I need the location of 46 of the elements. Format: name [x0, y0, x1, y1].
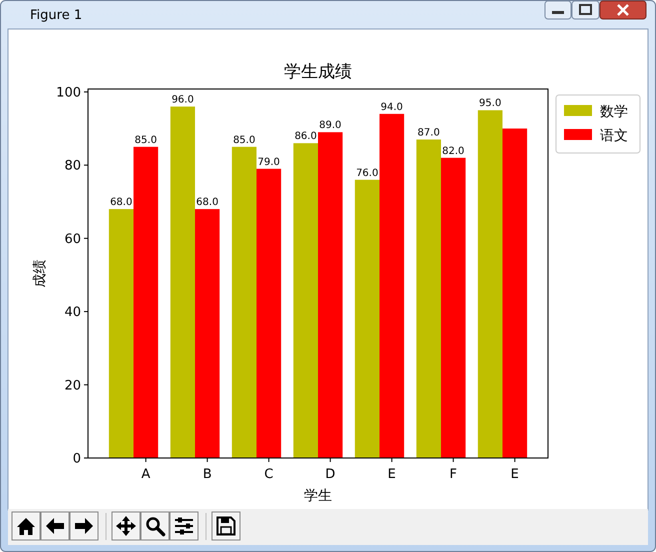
bar	[478, 110, 502, 458]
data-label: 96.0	[172, 94, 194, 106]
data-label: 68.0	[196, 197, 218, 208]
data-label: 89.0	[319, 120, 342, 132]
bar	[108, 209, 134, 458]
y-axis-title: 成绩	[32, 260, 48, 288]
legend-label: 数学	[600, 104, 628, 120]
bar	[379, 114, 404, 458]
data-label: 85.0	[134, 134, 157, 146]
bar	[318, 132, 343, 458]
y-tick-label: 60	[64, 232, 81, 247]
data-label: 85.0	[233, 134, 256, 146]
bar	[440, 158, 466, 458]
bar	[354, 180, 380, 458]
x-tick-label: A	[141, 467, 150, 482]
bar	[195, 209, 220, 458]
legend-label: 语文	[600, 128, 628, 144]
bar	[293, 143, 318, 458]
data-label: 82.0	[442, 146, 464, 157]
x-tick-label: B	[202, 467, 212, 482]
y-tick-label: 100	[56, 85, 81, 100]
chart-title: 学生成绩	[284, 62, 352, 82]
bar	[256, 168, 282, 458]
x-tick-label: C	[264, 467, 274, 482]
data-label: 86.0	[294, 131, 317, 142]
data-label: 76.0	[356, 168, 378, 179]
data-label: 87.0	[418, 128, 440, 139]
data-label: 94.0	[380, 102, 403, 113]
bar	[416, 140, 441, 458]
y-tick-label: 40	[64, 305, 81, 320]
bar	[134, 146, 158, 458]
bar	[502, 128, 528, 458]
x-tick-label: F	[450, 467, 458, 482]
data-label: 95.0	[479, 98, 502, 110]
bar	[170, 106, 196, 458]
data-label: 79.0	[258, 156, 280, 168]
x-axis-title: 学生	[304, 488, 332, 504]
caption: Figure 1	[30, 8, 82, 23]
bar	[232, 146, 257, 458]
y-tick-label: 20	[64, 378, 81, 394]
x-tick-label: D	[325, 467, 336, 482]
y-tick-label: 0	[72, 452, 81, 467]
x-tick-label: E	[388, 467, 396, 482]
y-tick-label: 80	[64, 158, 81, 174]
data-label: 68.0	[110, 197, 132, 208]
x-tick-label: E	[510, 467, 519, 482]
